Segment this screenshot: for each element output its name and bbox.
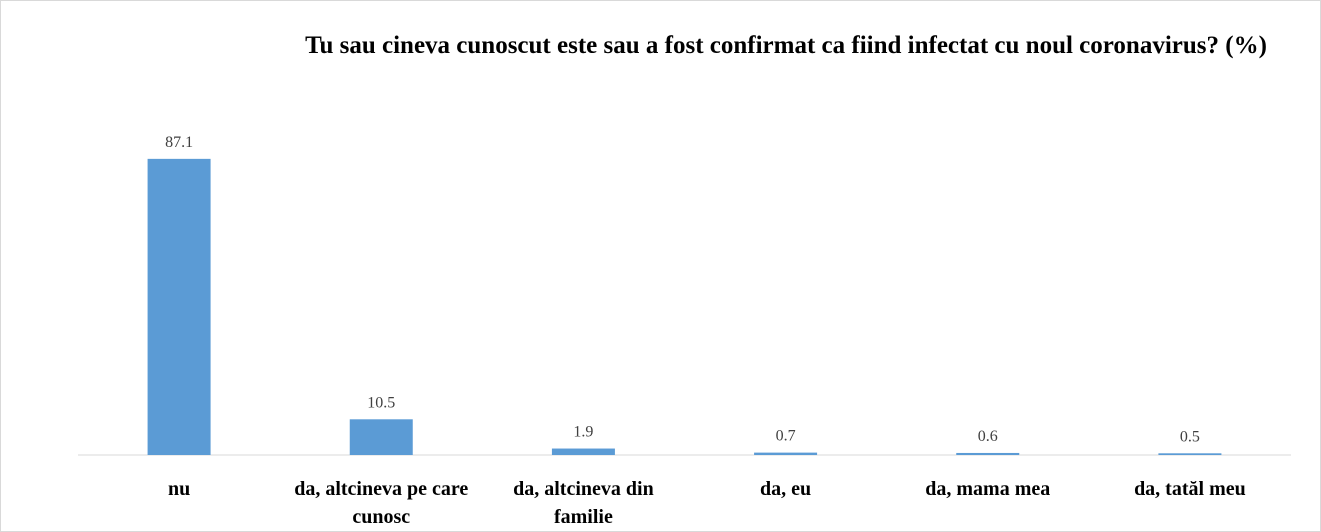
data-label: 87.1	[165, 134, 193, 151]
data-label: 1.9	[573, 424, 593, 441]
bar	[551, 448, 615, 455]
data-label: 10.5	[367, 394, 395, 411]
x-tick-label: da, tatăl meu	[1134, 478, 1246, 500]
x-tick-label: nu	[167, 478, 191, 500]
x-tick-label: da, altcineva pe care cunosc	[294, 478, 469, 528]
x-tick-label: da, eu	[760, 478, 812, 500]
bar	[956, 452, 1020, 455]
bar	[349, 419, 413, 455]
x-tick-label: da, mama mea	[925, 478, 1051, 500]
x-tick-label: da, altcineva din familie	[513, 478, 654, 528]
data-label: 0.7	[776, 428, 796, 445]
bar	[754, 452, 818, 455]
chart-title: Tu sau cineva cunoscut este sau a fost c…	[305, 32, 1267, 59]
data-label: 0.5	[1180, 428, 1200, 445]
data-label: 0.6	[978, 428, 998, 445]
bar	[147, 158, 211, 456]
bar	[1158, 453, 1222, 455]
